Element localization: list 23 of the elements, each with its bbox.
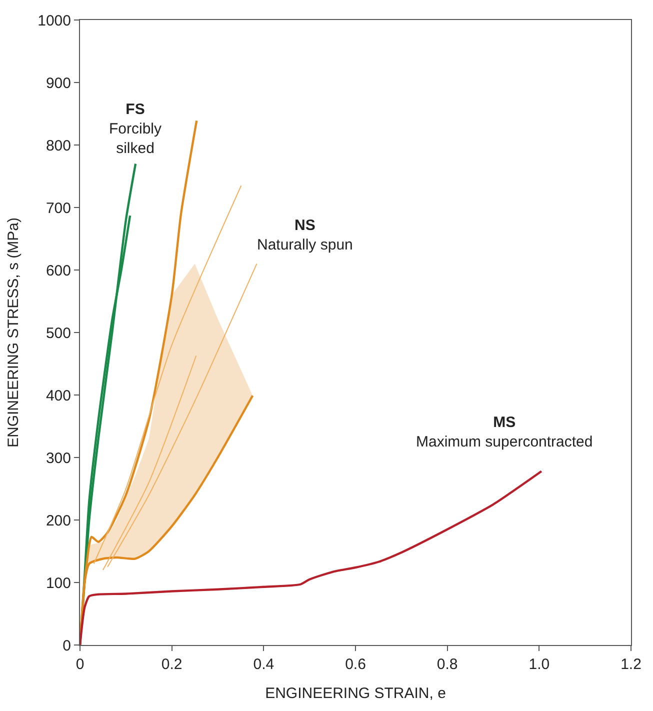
x-tick-label: 1.0 [528, 656, 550, 673]
y-tick-label: 700 [46, 200, 71, 217]
x-tick-label: 0 [76, 656, 84, 673]
x-axis-title: ENGINEERING STRAIN, e [265, 685, 446, 702]
y-tick-label: 600 [46, 262, 71, 280]
x-tick-label: 0.6 [345, 656, 366, 673]
x-tick-label: 0.8 [436, 656, 458, 673]
annotation: MS Maximum supercontracted [416, 414, 593, 450]
y-axis-title: ENGINEERING STRESS, s (MPa) [4, 217, 22, 448]
x-tick-label: 1.2 [620, 656, 642, 673]
y-tick-label: 800 [46, 137, 71, 154]
y-tick-label: 100 [46, 574, 71, 592]
y-tick-label: 500 [46, 324, 71, 342]
annotation: NS Naturally spun [257, 217, 353, 254]
y-tick-label: 200 [46, 512, 71, 530]
y-tick-label: 1000 [38, 12, 71, 30]
y-tick-label: 0 [62, 637, 71, 654]
y-tick-label: 300 [46, 450, 71, 467]
x-tick-label: 0.2 [161, 656, 182, 673]
x-tick-label: 0.4 [253, 656, 274, 673]
y-tick-label: 900 [46, 74, 71, 92]
annotation: FS Forcibly silked [109, 101, 162, 157]
y-tick-label: 400 [46, 387, 71, 404]
